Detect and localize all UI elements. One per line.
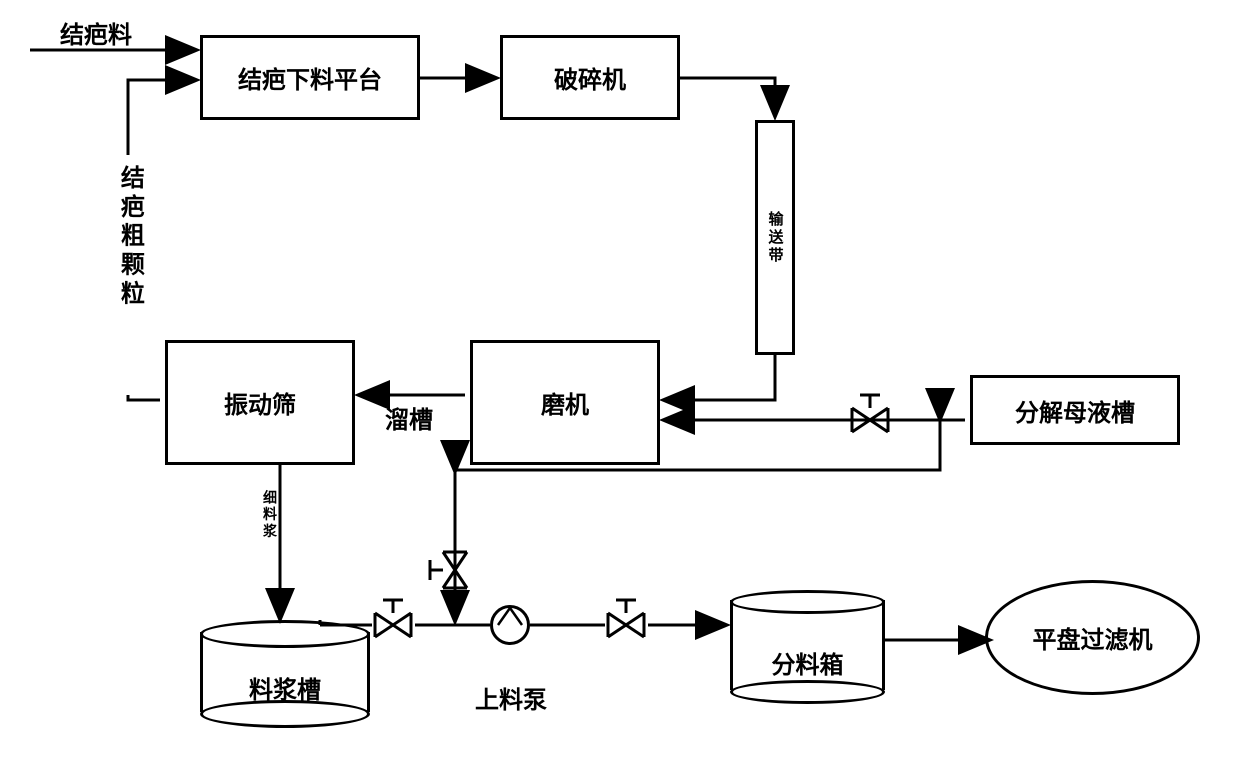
slurry-fine-label: 细料浆 xyxy=(258,490,278,540)
mill-label: 磨机 xyxy=(541,385,589,420)
slurry-tank: 料浆槽 xyxy=(200,620,370,730)
valve-1-icon xyxy=(852,395,888,432)
valve-4-icon xyxy=(608,600,644,637)
mother-liquor-box: 分解母液槽 xyxy=(970,375,1180,445)
recycle-label: 结疤粗颗粒 xyxy=(110,165,148,309)
valve-2-icon xyxy=(375,600,411,637)
filter-ellipse: 平盘过滤机 xyxy=(985,580,1200,695)
crusher-label: 破碎机 xyxy=(554,60,626,95)
slurry-tank-label: 料浆槽 xyxy=(200,670,370,705)
sieve-box: 振动筛 xyxy=(165,340,355,465)
mill-box: 磨机 xyxy=(470,340,660,465)
conveyor-box: 输送带 xyxy=(755,120,795,355)
chute-label: 溜槽 xyxy=(385,400,433,435)
pump-label: 上料泵 xyxy=(475,680,547,715)
sieve-label: 振动筛 xyxy=(224,385,296,420)
distributor-box: 分料箱 xyxy=(730,590,885,710)
conveyor-label: 输送带 xyxy=(765,211,786,265)
mother-liquor-label: 分解母液槽 xyxy=(1015,393,1135,428)
distributor-label: 分料箱 xyxy=(730,645,885,680)
pump-icon xyxy=(490,605,530,645)
platform-label: 结疤下料平台 xyxy=(238,60,382,95)
input-material-label: 结疤料 xyxy=(60,15,132,50)
crusher-box: 破碎机 xyxy=(500,35,680,120)
valve-3-icon xyxy=(430,552,467,588)
filter-label: 平盘过滤机 xyxy=(1033,620,1153,655)
platform-box: 结疤下料平台 xyxy=(200,35,420,120)
